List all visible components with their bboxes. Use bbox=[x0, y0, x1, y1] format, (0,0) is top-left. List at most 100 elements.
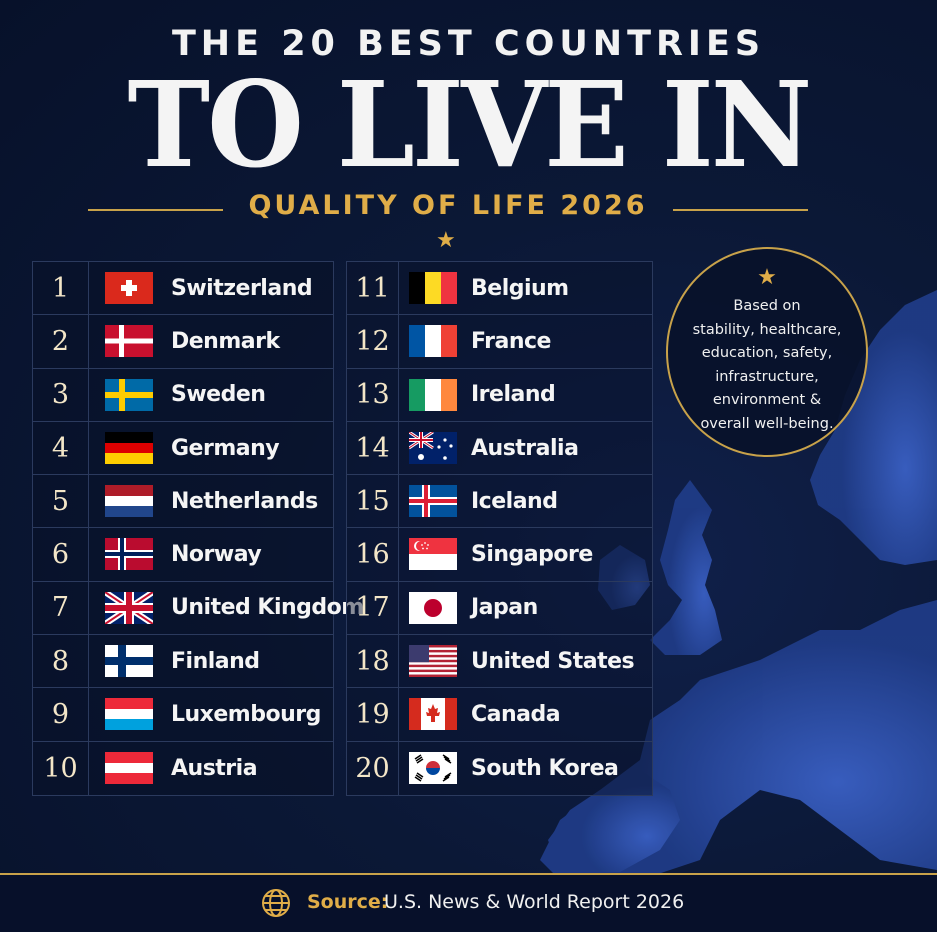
table-row: 3 Sweden bbox=[33, 368, 333, 422]
ireland-flag-icon bbox=[409, 378, 457, 411]
table-row: 7 United Kingdom bbox=[33, 581, 364, 636]
switzerland-flag-icon bbox=[105, 272, 153, 304]
subtitle-divider-left bbox=[88, 209, 223, 211]
table-row: 10 Austria bbox=[33, 741, 333, 795]
country-name: Finland bbox=[171, 648, 260, 674]
criteria-line: stability, healthcare, bbox=[692, 321, 842, 338]
page-subtitle: QUALITY OF LIFE 2026 bbox=[248, 190, 648, 221]
globe-icon bbox=[262, 889, 290, 917]
rank-number: 18 bbox=[347, 635, 399, 688]
rank-number: 20 bbox=[347, 741, 399, 795]
country-name: Ireland bbox=[471, 382, 556, 408]
ranking-table-right: 11 Belgium 12 France 13 Ireland 14 Au bbox=[346, 261, 653, 796]
criteria-line: overall well-being. bbox=[700, 415, 834, 432]
sweden-flag-icon bbox=[105, 378, 153, 411]
singapore-flag-icon bbox=[409, 538, 457, 571]
country-name: United States bbox=[471, 648, 635, 674]
table-row: 12 France bbox=[347, 315, 652, 369]
header-kicker: THE 20 BEST COUNTRIES bbox=[171, 24, 766, 64]
table-row: 5 Netherlands bbox=[33, 475, 333, 529]
table-row: 6 Norway bbox=[33, 528, 333, 582]
table-row: 18 United States bbox=[347, 635, 652, 689]
rank-number: 1 bbox=[33, 262, 89, 315]
rank-number: 5 bbox=[33, 475, 89, 528]
rank-number: 8 bbox=[33, 635, 89, 688]
belgium-flag-icon bbox=[409, 272, 457, 304]
rank-number: 11 bbox=[347, 262, 399, 315]
rank-number: 6 bbox=[33, 528, 89, 581]
united-states-flag-icon bbox=[409, 645, 457, 678]
country-name: Germany bbox=[171, 435, 280, 461]
star-icon: ★ bbox=[757, 265, 777, 290]
subtitle-row: QUALITY OF LIFE 2026 bbox=[88, 190, 808, 230]
source-value: U.S. News & World Report 2026 bbox=[384, 891, 685, 913]
netherlands-flag-icon bbox=[105, 485, 153, 518]
table-row: 17 Japan bbox=[347, 581, 652, 636]
table-row: 15 Iceland bbox=[347, 475, 652, 529]
table-row: 11 Belgium bbox=[347, 262, 652, 316]
australia-flag-icon bbox=[409, 431, 457, 464]
rank-number: 14 bbox=[347, 421, 399, 475]
country-name: Luxembourg bbox=[171, 702, 321, 728]
rank-number: 3 bbox=[33, 368, 89, 421]
table-row: 2 Denmark bbox=[33, 315, 333, 369]
rank-number: 19 bbox=[347, 688, 399, 741]
country-name: South Korea bbox=[471, 755, 619, 781]
table-row: 14 Australia bbox=[347, 421, 652, 476]
subtitle-divider-right bbox=[673, 209, 808, 211]
table-row: 20 South Korea bbox=[347, 741, 652, 795]
country-name: Singapore bbox=[471, 542, 593, 568]
country-name: United Kingdom bbox=[171, 595, 364, 621]
finland-flag-icon bbox=[105, 645, 153, 678]
criteria-line: infrastructure, bbox=[715, 368, 819, 385]
footer-divider bbox=[0, 873, 937, 875]
rank-number: 9 bbox=[33, 688, 89, 741]
rank-number: 4 bbox=[33, 421, 89, 475]
country-name: Denmark bbox=[171, 328, 280, 354]
rank-number: 2 bbox=[33, 315, 89, 368]
footer bbox=[0, 875, 937, 932]
ranking-table-left: 1 Switzerland 2 Denmark 3 Sweden 4 Germa… bbox=[32, 261, 364, 796]
france-flag-icon bbox=[409, 325, 457, 358]
rank-number: 12 bbox=[347, 315, 399, 368]
rank-number: 16 bbox=[347, 528, 399, 581]
country-name: France bbox=[471, 328, 551, 354]
rank-number: 15 bbox=[347, 475, 399, 528]
country-name: Australia bbox=[471, 435, 579, 461]
germany-flag-icon bbox=[105, 431, 153, 464]
table-row: 13 Ireland bbox=[347, 368, 652, 422]
austria-flag-icon bbox=[105, 751, 153, 784]
page-title: TO LIVE IN bbox=[127, 55, 813, 194]
criteria-line: environment & bbox=[712, 392, 822, 408]
country-name: Belgium bbox=[471, 275, 569, 301]
norway-flag-icon bbox=[105, 538, 153, 571]
rank-number: 10 bbox=[33, 741, 89, 795]
country-name: Sweden bbox=[171, 382, 266, 408]
star-icon: ★ bbox=[436, 228, 456, 253]
table-row: 16 Singapore bbox=[347, 528, 652, 582]
united-kingdom-flag-icon bbox=[105, 591, 153, 624]
table-row: 4 Germany bbox=[33, 421, 333, 476]
table-row: 8 Finland bbox=[33, 635, 333, 689]
luxembourg-flag-icon bbox=[105, 698, 153, 731]
rank-number: 7 bbox=[33, 581, 89, 635]
criteria-line: Based on bbox=[733, 298, 801, 314]
table-row: 19 Canada bbox=[347, 688, 652, 742]
country-name: Netherlands bbox=[171, 488, 318, 514]
table-row: 1 Switzerland bbox=[33, 262, 333, 316]
country-name: Switzerland bbox=[171, 275, 313, 301]
country-name: Iceland bbox=[471, 488, 558, 514]
country-name: Canada bbox=[471, 702, 561, 728]
japan-flag-icon bbox=[409, 591, 457, 624]
denmark-flag-icon bbox=[105, 325, 153, 358]
canada-flag-icon bbox=[409, 698, 457, 731]
criteria-note: ★ Based on stability, healthcare, educat… bbox=[666, 247, 868, 457]
country-name: Norway bbox=[171, 542, 262, 568]
iceland-flag-icon bbox=[409, 485, 457, 518]
table-row: 9 Luxembourg bbox=[33, 688, 333, 742]
rank-number: 13 bbox=[347, 368, 399, 421]
criteria-text: Based on stability, healthcare, educatio… bbox=[668, 295, 866, 436]
criteria-line: education, safety, bbox=[701, 345, 833, 361]
source-label: Source: bbox=[307, 891, 389, 913]
